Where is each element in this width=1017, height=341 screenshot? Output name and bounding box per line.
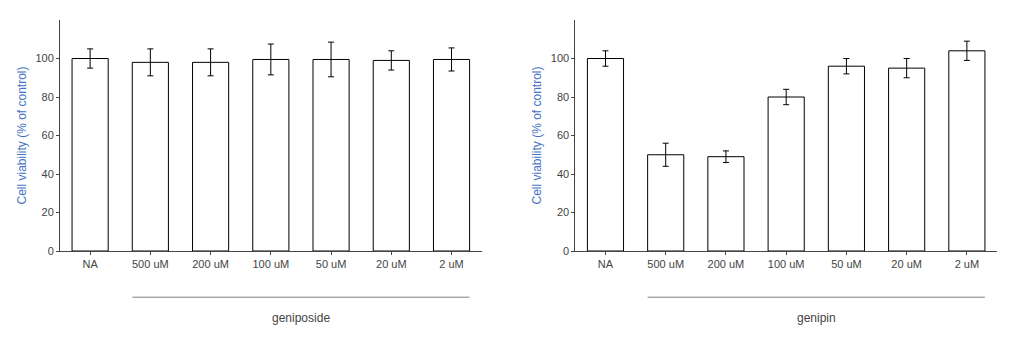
svg-text:200 uM: 200 uM [708,258,745,270]
svg-text:80: 80 [557,91,569,103]
svg-text:20: 20 [557,206,569,218]
svg-text:50 uM: 50 uM [316,258,347,270]
svg-text:40: 40 [42,168,54,180]
svg-text:40: 40 [557,168,569,180]
svg-text:100 uM: 100 uM [252,258,289,270]
svg-text:20 uM: 20 uM [376,258,407,270]
svg-text:NA: NA [598,258,614,270]
svg-text:genipin: genipin [797,311,836,325]
svg-text:2 uM: 2 uM [955,258,979,270]
svg-text:100: 100 [551,52,569,64]
svg-text:500 uM: 500 uM [132,258,169,270]
svg-text:100: 100 [35,52,53,64]
svg-text:60: 60 [557,129,569,141]
svg-text:60: 60 [42,129,54,141]
svg-text:0: 0 [563,245,569,257]
svg-text:500 uM: 500 uM [647,258,684,270]
svg-text:80: 80 [42,91,54,103]
svg-text:2 uM: 2 uM [439,258,463,270]
svg-text:200 uM: 200 uM [192,258,229,270]
svg-text:20 uM: 20 uM [891,258,922,270]
svg-text:Cell viability (% of control): Cell viability (% of control) [15,66,29,204]
svg-text:0: 0 [48,245,54,257]
svg-text:geniposide: geniposide [272,311,330,325]
svg-text:50 uM: 50 uM [831,258,862,270]
svg-text:100 uM: 100 uM [768,258,805,270]
svg-text:Cell viability (% of control): Cell viability (% of control) [530,66,544,204]
svg-text:NA: NA [82,258,98,270]
svg-text:20: 20 [42,206,54,218]
